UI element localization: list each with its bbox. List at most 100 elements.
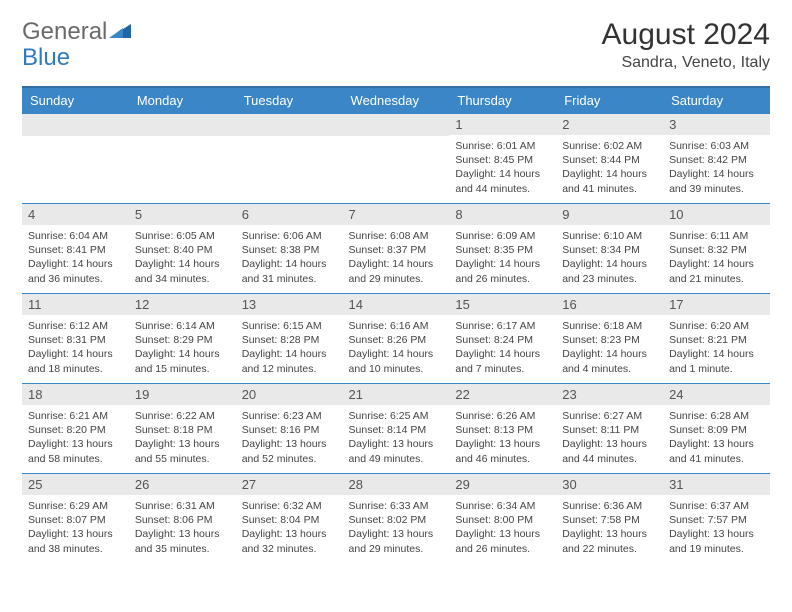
- day-number: 24: [663, 384, 770, 405]
- day-number: 5: [129, 204, 236, 225]
- day-header: Saturday: [663, 87, 770, 114]
- day-number: 18: [22, 384, 129, 405]
- calendar-row: 11Sunrise: 6:12 AMSunset: 8:31 PMDayligh…: [22, 294, 770, 384]
- calendar-cell: [22, 114, 129, 204]
- day-detail: Sunrise: 6:11 AMSunset: 8:32 PMDaylight:…: [663, 225, 770, 292]
- location: Sandra, Veneto, Italy: [602, 54, 770, 72]
- calendar-cell: 21Sunrise: 6:25 AMSunset: 8:14 PMDayligh…: [343, 384, 450, 474]
- calendar-cell: 22Sunrise: 6:26 AMSunset: 8:13 PMDayligh…: [449, 384, 556, 474]
- day-number: 9: [556, 204, 663, 225]
- day-detail: Sunrise: 6:28 AMSunset: 8:09 PMDaylight:…: [663, 405, 770, 472]
- day-number: 20: [236, 384, 343, 405]
- day-header: Friday: [556, 87, 663, 114]
- day-number: 28: [343, 474, 450, 495]
- day-number: 17: [663, 294, 770, 315]
- day-number: 30: [556, 474, 663, 495]
- day-detail: Sunrise: 6:34 AMSunset: 8:00 PMDaylight:…: [449, 495, 556, 562]
- title-block: August 2024 Sandra, Veneto, Italy: [602, 18, 770, 72]
- day-detail: Sunrise: 6:29 AMSunset: 8:07 PMDaylight:…: [22, 495, 129, 562]
- day-detail: Sunrise: 6:12 AMSunset: 8:31 PMDaylight:…: [22, 315, 129, 382]
- day-number: 29: [449, 474, 556, 495]
- calendar-cell: 31Sunrise: 6:37 AMSunset: 7:57 PMDayligh…: [663, 474, 770, 564]
- day-header: Wednesday: [343, 87, 450, 114]
- empty-daynum: [236, 114, 343, 136]
- day-detail: Sunrise: 6:26 AMSunset: 8:13 PMDaylight:…: [449, 405, 556, 472]
- calendar-cell: 10Sunrise: 6:11 AMSunset: 8:32 PMDayligh…: [663, 204, 770, 294]
- day-detail: Sunrise: 6:25 AMSunset: 8:14 PMDaylight:…: [343, 405, 450, 472]
- empty-daynum: [22, 114, 129, 136]
- day-detail: Sunrise: 6:36 AMSunset: 7:58 PMDaylight:…: [556, 495, 663, 562]
- calendar-cell: 1Sunrise: 6:01 AMSunset: 8:45 PMDaylight…: [449, 114, 556, 204]
- day-number: 26: [129, 474, 236, 495]
- calendar-cell: 28Sunrise: 6:33 AMSunset: 8:02 PMDayligh…: [343, 474, 450, 564]
- day-number: 13: [236, 294, 343, 315]
- day-number: 10: [663, 204, 770, 225]
- day-detail: Sunrise: 6:37 AMSunset: 7:57 PMDaylight:…: [663, 495, 770, 562]
- day-number: 22: [449, 384, 556, 405]
- day-detail: Sunrise: 6:09 AMSunset: 8:35 PMDaylight:…: [449, 225, 556, 292]
- day-header: Thursday: [449, 87, 556, 114]
- calendar-cell: 8Sunrise: 6:09 AMSunset: 8:35 PMDaylight…: [449, 204, 556, 294]
- day-detail: Sunrise: 6:01 AMSunset: 8:45 PMDaylight:…: [449, 135, 556, 202]
- calendar-cell: 14Sunrise: 6:16 AMSunset: 8:26 PMDayligh…: [343, 294, 450, 384]
- day-detail: Sunrise: 6:05 AMSunset: 8:40 PMDaylight:…: [129, 225, 236, 292]
- calendar-cell: 27Sunrise: 6:32 AMSunset: 8:04 PMDayligh…: [236, 474, 343, 564]
- day-detail: Sunrise: 6:23 AMSunset: 8:16 PMDaylight:…: [236, 405, 343, 472]
- calendar-cell: 4Sunrise: 6:04 AMSunset: 8:41 PMDaylight…: [22, 204, 129, 294]
- day-detail: Sunrise: 6:18 AMSunset: 8:23 PMDaylight:…: [556, 315, 663, 382]
- day-detail: Sunrise: 6:10 AMSunset: 8:34 PMDaylight:…: [556, 225, 663, 292]
- calendar-cell: 3Sunrise: 6:03 AMSunset: 8:42 PMDaylight…: [663, 114, 770, 204]
- day-number: 23: [556, 384, 663, 405]
- logo-blue-row: Blue: [22, 44, 70, 72]
- day-detail: Sunrise: 6:22 AMSunset: 8:18 PMDaylight:…: [129, 405, 236, 472]
- calendar-cell: 24Sunrise: 6:28 AMSunset: 8:09 PMDayligh…: [663, 384, 770, 474]
- calendar-cell: 2Sunrise: 6:02 AMSunset: 8:44 PMDaylight…: [556, 114, 663, 204]
- day-detail: Sunrise: 6:02 AMSunset: 8:44 PMDaylight:…: [556, 135, 663, 202]
- day-number: 3: [663, 114, 770, 135]
- day-detail: Sunrise: 6:14 AMSunset: 8:29 PMDaylight:…: [129, 315, 236, 382]
- calendar-cell: 5Sunrise: 6:05 AMSunset: 8:40 PMDaylight…: [129, 204, 236, 294]
- calendar-cell: 25Sunrise: 6:29 AMSunset: 8:07 PMDayligh…: [22, 474, 129, 564]
- day-number: 19: [129, 384, 236, 405]
- calendar-row: 25Sunrise: 6:29 AMSunset: 8:07 PMDayligh…: [22, 474, 770, 564]
- day-detail: Sunrise: 6:27 AMSunset: 8:11 PMDaylight:…: [556, 405, 663, 472]
- logo-text-blue: Blue: [22, 44, 70, 71]
- calendar-cell: 11Sunrise: 6:12 AMSunset: 8:31 PMDayligh…: [22, 294, 129, 384]
- day-header: Sunday: [22, 87, 129, 114]
- day-detail: Sunrise: 6:21 AMSunset: 8:20 PMDaylight:…: [22, 405, 129, 472]
- day-detail: Sunrise: 6:32 AMSunset: 8:04 PMDaylight:…: [236, 495, 343, 562]
- calendar-thead: SundayMondayTuesdayWednesdayThursdayFrid…: [22, 87, 770, 114]
- day-number: 14: [343, 294, 450, 315]
- calendar-cell: 16Sunrise: 6:18 AMSunset: 8:23 PMDayligh…: [556, 294, 663, 384]
- header: General August 2024 Sandra, Veneto, Ital…: [22, 18, 770, 72]
- calendar-cell: 26Sunrise: 6:31 AMSunset: 8:06 PMDayligh…: [129, 474, 236, 564]
- day-number: 31: [663, 474, 770, 495]
- calendar-table: SundayMondayTuesdayWednesdayThursdayFrid…: [22, 86, 770, 564]
- logo-text-general: General: [22, 18, 107, 46]
- calendar-cell: 12Sunrise: 6:14 AMSunset: 8:29 PMDayligh…: [129, 294, 236, 384]
- day-header: Tuesday: [236, 87, 343, 114]
- day-number: 27: [236, 474, 343, 495]
- month-title: August 2024: [602, 18, 770, 52]
- day-number: 25: [22, 474, 129, 495]
- day-number: 15: [449, 294, 556, 315]
- calendar-row: 4Sunrise: 6:04 AMSunset: 8:41 PMDaylight…: [22, 204, 770, 294]
- calendar-cell: [236, 114, 343, 204]
- day-detail: Sunrise: 6:06 AMSunset: 8:38 PMDaylight:…: [236, 225, 343, 292]
- calendar-cell: 19Sunrise: 6:22 AMSunset: 8:18 PMDayligh…: [129, 384, 236, 474]
- day-number: 2: [556, 114, 663, 135]
- day-detail: Sunrise: 6:16 AMSunset: 8:26 PMDaylight:…: [343, 315, 450, 382]
- calendar-row: 1Sunrise: 6:01 AMSunset: 8:45 PMDaylight…: [22, 114, 770, 204]
- calendar-cell: 6Sunrise: 6:06 AMSunset: 8:38 PMDaylight…: [236, 204, 343, 294]
- calendar-cell: 23Sunrise: 6:27 AMSunset: 8:11 PMDayligh…: [556, 384, 663, 474]
- calendar-cell: 13Sunrise: 6:15 AMSunset: 8:28 PMDayligh…: [236, 294, 343, 384]
- day-number: 11: [22, 294, 129, 315]
- day-number: 1: [449, 114, 556, 135]
- logo-triangle-icon: [109, 20, 131, 38]
- calendar-cell: 9Sunrise: 6:10 AMSunset: 8:34 PMDaylight…: [556, 204, 663, 294]
- calendar-cell: 15Sunrise: 6:17 AMSunset: 8:24 PMDayligh…: [449, 294, 556, 384]
- day-number: 21: [343, 384, 450, 405]
- day-header: Monday: [129, 87, 236, 114]
- day-detail: Sunrise: 6:17 AMSunset: 8:24 PMDaylight:…: [449, 315, 556, 382]
- day-number: 6: [236, 204, 343, 225]
